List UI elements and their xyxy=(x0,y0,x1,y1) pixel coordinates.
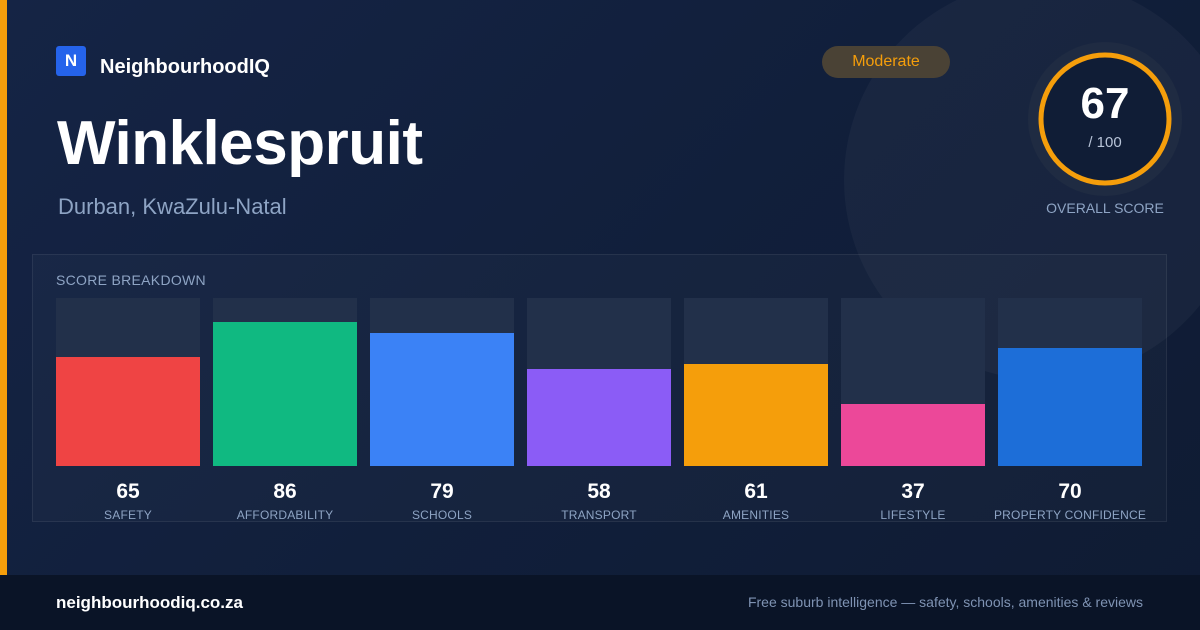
score-ring xyxy=(1028,42,1182,196)
score-breakdown-panel xyxy=(32,254,1167,522)
bar-track xyxy=(213,298,357,466)
bar-category-label: PROPERTY CONFIDENCE xyxy=(993,508,1147,522)
score-bar-chart: 65 SAFETY 86 AFFORDABILITY 79 SCHOOLS 58 TRANSP… xyxy=(56,298,1146,528)
overall-score-value: 67 xyxy=(1080,79,1130,128)
bar-value-label: 61 xyxy=(744,480,768,503)
suburb-title: Winklespruit xyxy=(57,109,423,178)
bar-column-safety: 65 SAFETY xyxy=(56,298,200,528)
accent-bar xyxy=(0,0,7,575)
bar-column-lifestyle: 37 LIFESTYLE xyxy=(841,298,985,528)
bar-track xyxy=(841,298,985,466)
brand-logo-icon: N xyxy=(56,46,86,76)
overall-score-max: / 100 xyxy=(1088,134,1122,151)
bar-category-label: SCHOOLS xyxy=(411,508,473,522)
bar-column-schools: 79 SCHOOLS xyxy=(370,298,514,528)
bar-value-label: 79 xyxy=(430,480,454,503)
overall-score-label: OVERALL SCORE xyxy=(1046,200,1164,216)
bar-value-label: 37 xyxy=(901,480,925,503)
bar-category-label: TRANSPORT xyxy=(561,508,637,522)
bar-fill xyxy=(213,322,357,466)
bar-track xyxy=(684,298,828,466)
bar-track xyxy=(527,298,671,466)
footer-site-link[interactable]: neighbourhoodiq.co.za xyxy=(56,593,243,612)
footer-tagline: Free suburb intelligence — safety, schoo… xyxy=(747,594,1143,610)
bar-category-label: SAFETY xyxy=(104,508,152,522)
bar-column-property-confidence: 70 PROPERTY CONFIDENCE xyxy=(994,298,1146,528)
bar-fill xyxy=(998,348,1142,466)
bar-value-label: 70 xyxy=(1058,480,1082,503)
bar-track xyxy=(56,298,200,466)
bar-value-label: 58 xyxy=(587,480,611,503)
bar-fill xyxy=(370,333,514,466)
score-ring-stroke xyxy=(1038,52,1172,186)
bar-value-label: 86 xyxy=(273,480,297,503)
bar-column-affordability: 86 AFFORDABILITY xyxy=(213,298,357,528)
overall-score-gauge: 67 / 100 xyxy=(1028,42,1182,196)
brand-name: NeighbourhoodIQ xyxy=(100,56,270,78)
bar-fill xyxy=(841,404,985,466)
bar-fill xyxy=(527,369,671,466)
bar-category-label: LIFESTYLE xyxy=(880,508,946,522)
bar-column-amenities: 61 AMENITIES xyxy=(684,298,828,528)
bar-fill xyxy=(684,364,828,466)
bar-value-label: 65 xyxy=(116,480,140,503)
bar-category-label: AMENITIES xyxy=(722,508,790,522)
suburb-location: Durban, KwaZulu-Natal xyxy=(58,194,287,219)
bar-category-label: AFFORDABILITY xyxy=(236,508,334,522)
bar-fill xyxy=(56,357,200,466)
bar-track xyxy=(370,298,514,466)
bar-track xyxy=(998,298,1142,466)
rating-badge: Moderate xyxy=(822,46,950,78)
score-breakdown-title: SCORE BREAKDOWN xyxy=(56,272,206,288)
bar-column-transport: 58 TRANSPORT xyxy=(527,298,671,528)
footer xyxy=(0,575,1200,630)
